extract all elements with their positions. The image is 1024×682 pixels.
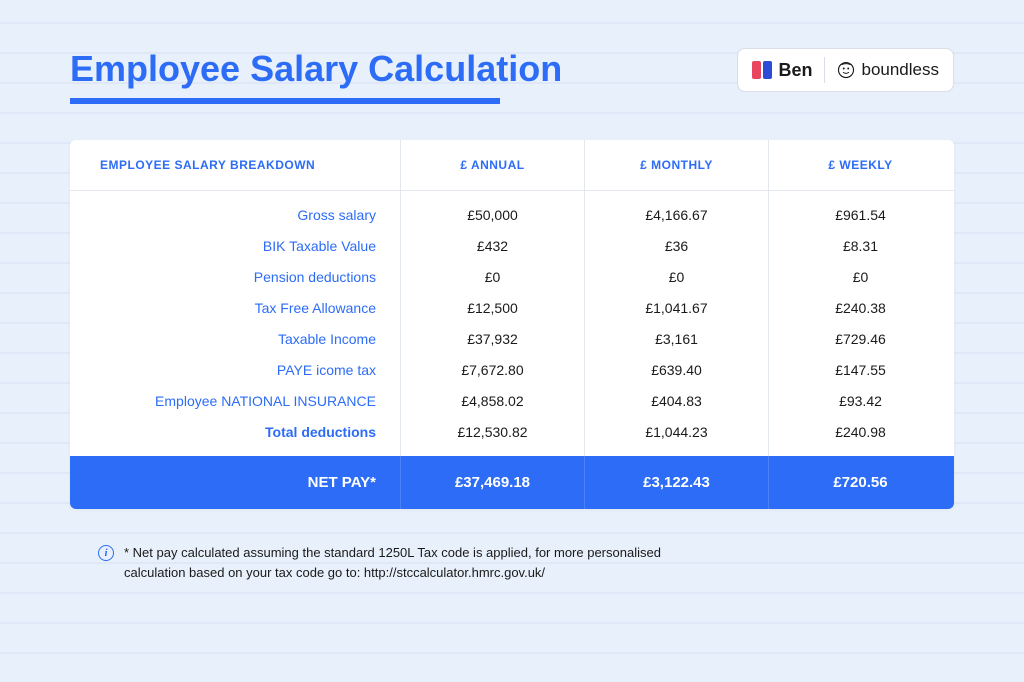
row-label: Employee NATIONAL INSURANCE [70,385,400,416]
row-monthly: £3,161 [584,323,768,354]
boundless-icon [837,61,855,79]
row-monthly: £1,041.67 [584,292,768,323]
row-label: PAYE icome tax [70,354,400,385]
row-label: BIK Taxable Value [70,230,400,261]
ben-mark-left [752,61,761,79]
table-body: Gross salary£50,000£4,166.67£961.54BIK T… [70,191,954,456]
row-annual: £432 [400,230,584,261]
row-annual: £7,672.80 [400,354,584,385]
net-annual: £37,469.18 [400,456,584,509]
row-label: Gross salary [70,191,400,230]
row-label: Pension deductions [70,261,400,292]
table-header-row: EMPLOYEE SALARY BREAKDOWN £ ANNUAL £ MON… [70,140,954,191]
content-container: Employee Salary Calculation Ben [0,0,1024,612]
page-title: Employee Salary Calculation [70,48,562,90]
title-block: Employee Salary Calculation [70,48,562,104]
ben-mark-icon [752,61,772,79]
header-annual: £ ANNUAL [400,140,584,190]
row-label: Taxable Income [70,323,400,354]
ben-label: Ben [778,60,812,81]
net-monthly: £3,122.43 [584,456,768,509]
header-breakdown: EMPLOYEE SALARY BREAKDOWN [70,140,400,190]
table-row: PAYE icome tax£7,672.80£639.40£147.55 [70,354,954,385]
row-weekly: £8.31 [768,230,952,261]
boundless-label: boundless [861,60,939,80]
row-weekly: £93.42 [768,385,952,416]
logo-divider [824,57,825,83]
footnote-text: * Net pay calculated assuming the standa… [124,543,710,582]
row-weekly: £729.46 [768,323,952,354]
salary-table: EMPLOYEE SALARY BREAKDOWN £ ANNUAL £ MON… [70,140,954,509]
logo-badge: Ben boundless [737,48,954,92]
net-label: NET PAY* [70,456,400,509]
row-monthly: £404.83 [584,385,768,416]
net-pay-row: NET PAY* £37,469.18 £3,122.43 £720.56 [70,456,954,509]
header-row: Employee Salary Calculation Ben [70,48,954,104]
info-icon: i [98,545,114,561]
row-annual: £37,932 [400,323,584,354]
table-row: Gross salary£50,000£4,166.67£961.54 [70,191,954,230]
row-weekly: £147.55 [768,354,952,385]
row-annual: £0 [400,261,584,292]
header-weekly: £ WEEKLY [768,140,952,190]
row-monthly: £1,044.23 [584,416,768,456]
table-row: Taxable Income£37,932£3,161£729.46 [70,323,954,354]
row-weekly: £240.98 [768,416,952,456]
row-monthly: £639.40 [584,354,768,385]
row-monthly: £4,166.67 [584,191,768,230]
table-row: BIK Taxable Value£432£36£8.31 [70,230,954,261]
table-row: Total deductions£12,530.82£1,044.23£240.… [70,416,954,456]
row-label: Total deductions [70,416,400,456]
row-annual: £50,000 [400,191,584,230]
net-weekly: £720.56 [768,456,952,509]
row-annual: £4,858.02 [400,385,584,416]
row-monthly: £36 [584,230,768,261]
row-monthly: £0 [584,261,768,292]
table-row: Employee NATIONAL INSURANCE£4,858.02£404… [70,385,954,416]
title-underline [70,98,500,104]
logo-boundless: boundless [837,60,939,80]
row-weekly: £0 [768,261,952,292]
table-row: Tax Free Allowance£12,500£1,041.67£240.3… [70,292,954,323]
row-annual: £12,530.82 [400,416,584,456]
row-weekly: £240.38 [768,292,952,323]
row-weekly: £961.54 [768,191,952,230]
logo-ben: Ben [752,60,812,81]
footnote: i * Net pay calculated assuming the stan… [70,543,710,582]
row-annual: £12,500 [400,292,584,323]
ben-mark-right [763,61,772,79]
table-row: Pension deductions£0£0£0 [70,261,954,292]
header-monthly: £ MONTHLY [584,140,768,190]
row-label: Tax Free Allowance [70,292,400,323]
